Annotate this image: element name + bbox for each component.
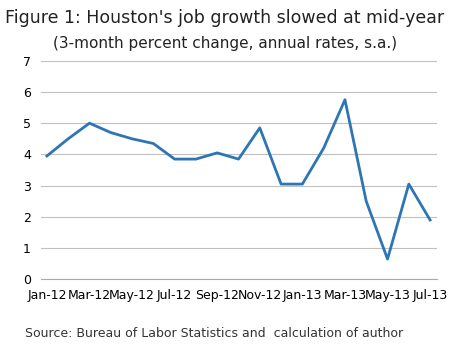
Text: Source: Bureau of Labor Statistics and  calculation of author: Source: Bureau of Labor Statistics and c… <box>25 327 403 340</box>
Text: (3-month percent change, annual rates, s.a.): (3-month percent change, annual rates, s… <box>53 36 397 51</box>
Text: Figure 1: Houston's job growth slowed at mid-year: Figure 1: Houston's job growth slowed at… <box>5 9 445 27</box>
